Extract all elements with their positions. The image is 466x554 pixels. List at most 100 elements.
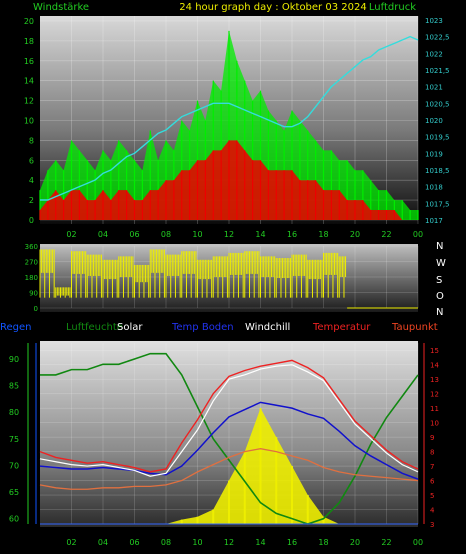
weather-x-tick-label: 00 — [413, 538, 423, 547]
direction-y-tick-label: 360 — [25, 243, 38, 251]
wind-x-tick-label: 22 — [381, 230, 391, 239]
pressure-y-tick-label: 1018 — [425, 184, 443, 192]
temperature-y-tick-label: 14 — [430, 362, 439, 370]
wind-y-tick-label: 18 — [24, 37, 34, 46]
weather-x-tick-label: 18 — [318, 538, 328, 547]
wind-x-tick-label: 18 — [318, 230, 328, 239]
pressure-y-tick-label: 1022 — [425, 50, 443, 58]
wind-y-tick-label: 14 — [24, 77, 34, 86]
pressure-y-tick-label: 1021 — [425, 84, 443, 92]
pressure-y-tick-label: 1017,5 — [425, 200, 450, 208]
legend-regen: Regen — [0, 322, 32, 333]
wind-x-tick-label: 00 — [413, 230, 423, 239]
weather-grid — [40, 343, 419, 525]
pressure-y-tick-label: 1020,5 — [425, 100, 450, 108]
temperature-y-tick-label: 11 — [430, 405, 439, 413]
legend-taupunkt: Taupunkt — [391, 322, 438, 333]
wind-y-tick-label: 20 — [24, 17, 34, 26]
humidity-y-tick-label: 90 — [9, 355, 19, 364]
direction-label-o: O — [436, 291, 444, 302]
legend-temp-boden: Temp Boden — [171, 322, 234, 333]
wind-axis-title: Windstärke — [33, 2, 89, 13]
soil-temperature-line — [39, 401, 419, 480]
legend-luftfeuchte: Luftfeuchte — [66, 322, 123, 333]
legend-windchill: Windchill — [245, 322, 290, 333]
wind-y-tick-label: 12 — [24, 97, 34, 106]
temperature-y-tick-label: 4 — [430, 507, 435, 515]
weather-x-tick-label: 22 — [381, 538, 391, 547]
windchill-line — [39, 364, 419, 477]
direction-label-w: W — [436, 258, 446, 269]
pressure-axis-title: Luftdruck — [369, 2, 416, 13]
humidity-y-tick-label: 70 — [9, 461, 19, 470]
humidity-line — [40, 352, 419, 525]
humidity-y-tick-label: 80 — [9, 408, 19, 417]
weather-series — [39, 352, 419, 525]
wind-y-tick-label: 10 — [24, 116, 34, 125]
temperature-y-tick-label: 12 — [430, 391, 439, 399]
legend-temperatur: Temperatur — [312, 322, 371, 333]
pressure-line — [40, 35, 419, 201]
wind-x-tick-label: 16 — [287, 230, 297, 239]
weather-x-tick-label: 20 — [350, 538, 360, 547]
wind-y-tick-label: 8 — [29, 136, 34, 145]
wind-x-tick-label: 20 — [350, 230, 360, 239]
weather-axes: 60 65 70 75 80 85 90 3 4 5 6 7 8 9 10 11 12 13 14 15 02 04 06 0… — [9, 343, 439, 547]
direction-y-tick-label: 0 — [34, 305, 38, 313]
direction-axes: 0 90 180 270 360 — [25, 243, 38, 313]
pressure-y-tick-label: 1017 — [425, 217, 443, 225]
direction-label-s: S — [436, 275, 442, 286]
wind-x-tick-label: 10 — [192, 230, 202, 239]
weather-x-tick-label: 06 — [129, 538, 139, 547]
humidity-y-tick-label: 60 — [9, 515, 19, 524]
direction-label-n-bottom: N — [436, 307, 443, 318]
wind-x-tick-label: 12 — [224, 230, 234, 239]
direction-y-tick-label: 270 — [25, 259, 38, 267]
temperature-y-tick-label: 10 — [430, 420, 439, 428]
weather-x-tick-label: 04 — [98, 538, 108, 547]
pressure-y-tick-label: 1020 — [425, 117, 443, 125]
wind-x-tick-label: 06 — [129, 230, 139, 239]
temperature-y-tick-label: 3 — [430, 521, 434, 529]
weather-x-tick-label: 16 — [287, 538, 297, 547]
weather-x-tick-label: 12 — [224, 538, 234, 547]
weather-x-tick-label: 02 — [66, 538, 76, 547]
direction-y-tick-label: 180 — [25, 274, 38, 282]
temperature-y-tick-label: 6 — [430, 478, 435, 486]
humidity-y-tick-label: 75 — [9, 435, 19, 444]
temperature-y-tick-label: 15 — [430, 347, 439, 355]
legend-solar: Solar — [117, 322, 143, 333]
wind-y-tick-label: 6 — [29, 156, 34, 165]
wind-x-tick-label: 08 — [161, 230, 171, 239]
wind-x-tick-label: 04 — [98, 230, 108, 239]
humidity-y-tick-label: 85 — [9, 382, 19, 391]
humidity-y-tick-label: 65 — [9, 488, 19, 497]
wind-series — [39, 30, 419, 220]
pressure-y-tick-label: 1019,5 — [425, 134, 450, 142]
wind-y-tick-label: 16 — [24, 57, 34, 66]
wind-y-tick-label: 2 — [29, 196, 34, 205]
pressure-y-tick-label: 1019 — [425, 150, 443, 158]
direction-series — [39, 249, 418, 309]
temperature-y-tick-label: 13 — [430, 376, 439, 384]
temperature-y-tick-label: 9 — [430, 434, 434, 442]
pressure-y-tick-label: 1018,5 — [425, 167, 450, 175]
pressure-y-tick-label: 1021,5 — [425, 67, 450, 75]
dewpoint-line — [39, 448, 419, 490]
pressure-y-tick-label: 1023 — [425, 17, 443, 25]
temperature-line — [39, 359, 419, 473]
weather-x-tick-label: 08 — [161, 538, 171, 547]
wind-y-tick-label: 0 — [29, 216, 34, 225]
temperature-y-tick-label: 5 — [430, 492, 434, 500]
temperature-y-tick-label: 7 — [430, 463, 434, 471]
wind-y-tick-label: 4 — [29, 176, 34, 185]
weather-x-tick-label: 14 — [255, 538, 265, 547]
weather-x-tick-label: 10 — [192, 538, 202, 547]
wind-x-tick-label: 14 — [255, 230, 265, 239]
pressure-y-tick-label: 1022,5 — [425, 34, 450, 42]
chart-title: 24 hour graph day : Oktober 03 2024 — [179, 2, 366, 13]
direction-y-tick-label: 90 — [29, 290, 38, 298]
direction-label-n-top: N — [436, 241, 443, 252]
